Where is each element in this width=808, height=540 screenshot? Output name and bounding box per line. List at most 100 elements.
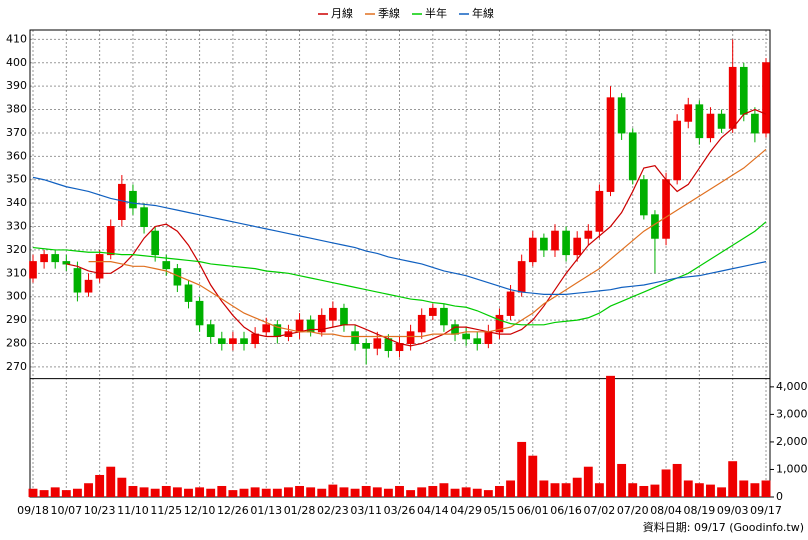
x-tick-label: 11/25 xyxy=(150,504,182,517)
candle-body xyxy=(229,338,237,345)
candle-body xyxy=(106,226,115,256)
x-tick-label: 01/28 xyxy=(284,504,316,517)
candle-body xyxy=(73,268,82,293)
x-tick-label: 01/13 xyxy=(250,504,282,517)
volume-bar xyxy=(139,487,149,497)
volume-bar xyxy=(439,483,449,497)
x-tick-label: 06/01 xyxy=(517,504,549,517)
x-tick-label: 10/07 xyxy=(50,504,82,517)
candle-body xyxy=(384,338,393,352)
volume-bar xyxy=(683,480,693,497)
candle-body xyxy=(195,300,204,326)
volume-bar xyxy=(583,466,593,497)
volume-bar xyxy=(195,487,205,497)
volume-bar xyxy=(672,463,682,497)
y-tick-label: 310 xyxy=(6,266,27,279)
y-tick-label: 340 xyxy=(6,196,27,209)
candle-body xyxy=(562,230,570,256)
y2-tick-label: 3,000 xyxy=(776,407,808,420)
volume-bar xyxy=(728,461,738,497)
volume-bar xyxy=(650,484,660,497)
candle-body xyxy=(595,190,604,232)
volume-bar xyxy=(528,455,538,497)
x-tick-label: 09/17 xyxy=(750,504,782,517)
volume-bar xyxy=(328,484,338,497)
x-tick-label: 12/10 xyxy=(184,504,216,517)
volume-bar xyxy=(450,488,460,497)
candle-body xyxy=(84,279,93,293)
volume-bar xyxy=(295,485,304,497)
volume-bar xyxy=(628,483,638,497)
volume-bar xyxy=(261,488,271,497)
y-tick-label: 380 xyxy=(6,103,27,116)
x-tick-label: 03/26 xyxy=(384,504,416,517)
volume-bar xyxy=(472,488,482,497)
candle-body xyxy=(317,314,326,333)
x-tick-label: 11/10 xyxy=(117,504,149,517)
candle-body xyxy=(129,190,137,209)
candle-body xyxy=(440,307,448,326)
y-tick-label: 370 xyxy=(6,126,27,139)
candle-body xyxy=(651,214,659,239)
candle-body xyxy=(184,284,193,302)
volume-bar xyxy=(594,483,604,497)
candle-body xyxy=(162,261,171,270)
volume-bar xyxy=(395,485,404,497)
volume-bar xyxy=(372,487,382,497)
ma-line xyxy=(88,148,767,338)
y-tick-label: 360 xyxy=(6,149,27,162)
volume-bar xyxy=(283,487,293,497)
candle-body xyxy=(362,343,371,349)
candle-body xyxy=(340,307,348,326)
x-tick-label: 06/16 xyxy=(550,504,582,517)
x-tick-label: 05/15 xyxy=(484,504,516,517)
volume-bar xyxy=(61,490,71,497)
volume-bar xyxy=(639,485,649,497)
candle-body xyxy=(417,314,426,333)
candle-body xyxy=(706,113,715,139)
candle-body xyxy=(451,324,459,335)
x-tick-label: 04/29 xyxy=(450,504,482,517)
candle-body xyxy=(329,307,337,321)
candle-body xyxy=(118,183,126,221)
candle-body xyxy=(640,179,648,216)
candle-body xyxy=(151,230,159,256)
legend-label: 季線 xyxy=(378,6,400,20)
candle-body xyxy=(484,331,493,345)
volume-bar xyxy=(350,488,360,497)
volume-bar xyxy=(572,477,582,497)
candle-body xyxy=(684,104,693,122)
legend: 月線 季線 半年 年線 xyxy=(318,6,494,20)
candle-body xyxy=(517,261,526,293)
volume-bar xyxy=(106,466,116,497)
x-tick-label: 08/19 xyxy=(684,504,716,517)
y2-tick-label: 1,000 xyxy=(776,462,808,475)
candle-body xyxy=(406,331,415,345)
candle-body xyxy=(29,261,37,279)
candle-body xyxy=(40,254,48,263)
ma-line xyxy=(32,221,767,326)
y-tick-label: 350 xyxy=(6,173,27,186)
candle-body xyxy=(540,237,548,251)
candle-body xyxy=(373,338,382,349)
candle-body xyxy=(528,237,537,263)
volume-bar xyxy=(72,488,82,497)
volume-bar xyxy=(517,441,527,497)
y2-tick-label: 0 xyxy=(776,490,783,503)
source-note: 資料日期: 09/17 (Goodinfo.tw) xyxy=(643,520,804,534)
y-tick-label: 390 xyxy=(6,79,27,92)
volume-bar xyxy=(361,485,371,497)
candle-body xyxy=(751,113,759,134)
volume-bar xyxy=(495,485,504,497)
candle-body xyxy=(262,324,271,333)
ma-line xyxy=(66,108,767,347)
volume-bar xyxy=(317,488,327,497)
volume-bar xyxy=(184,488,193,497)
x-tick-label: 08/04 xyxy=(650,504,682,517)
candle-body xyxy=(51,254,60,263)
candle-body xyxy=(95,254,104,279)
y-tick-label: 410 xyxy=(6,32,27,45)
volume-bar xyxy=(28,488,38,497)
volume-bar xyxy=(406,490,416,497)
